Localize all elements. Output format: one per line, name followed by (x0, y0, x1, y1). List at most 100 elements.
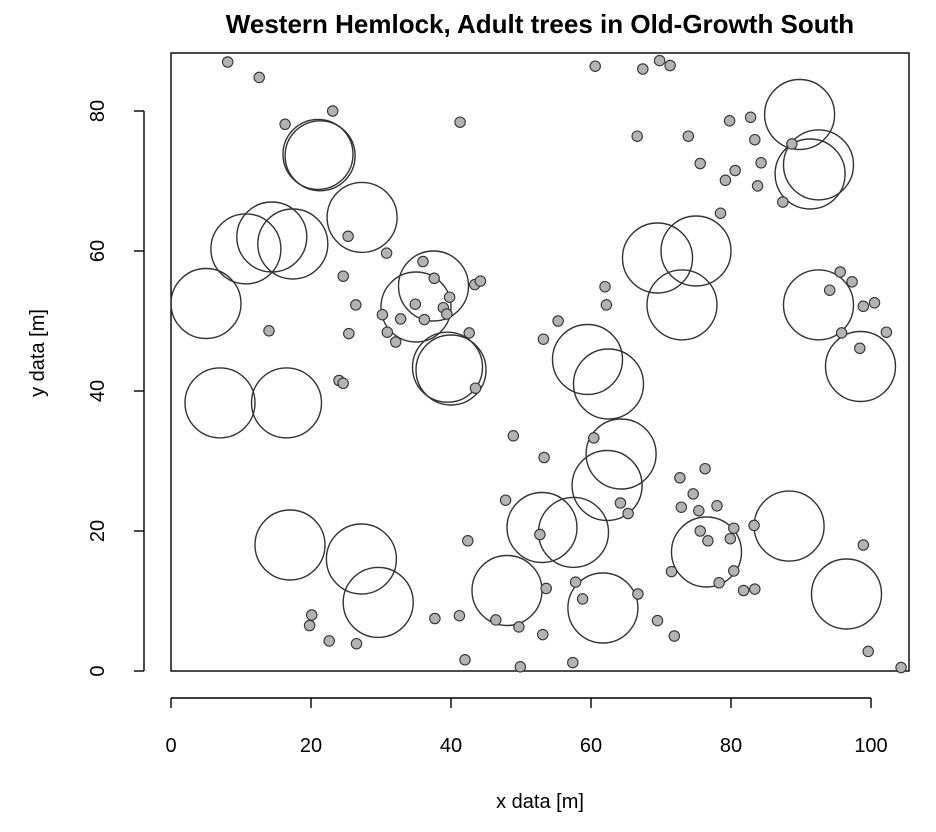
tree-point-88 (490, 614, 502, 626)
tree-point-37 (441, 308, 453, 320)
crown-circle-21 (571, 449, 643, 522)
crown-circle-2 (326, 181, 398, 254)
crown-circle-4 (257, 208, 329, 280)
x-axis-label: x data [m] (496, 791, 584, 813)
tree-point-8 (664, 59, 676, 72)
tree-point-51 (846, 276, 858, 288)
tree-point-35 (428, 272, 440, 285)
tree-point-69 (534, 528, 546, 541)
tree-point-24 (337, 270, 349, 282)
tree-point-48 (600, 299, 613, 311)
tree-point-41 (463, 327, 475, 339)
tree-point-38 (443, 291, 456, 303)
tree-point-101 (895, 661, 907, 674)
crown-circle-33 (753, 490, 825, 562)
tree-point-18 (751, 180, 764, 192)
tree-point-19 (777, 196, 789, 208)
tree-point-34 (418, 313, 431, 326)
tree-point-100 (862, 645, 874, 658)
crown-circle-7 (380, 271, 452, 343)
tree-point-45 (537, 333, 550, 345)
y-tick-label-3: 60 (87, 240, 109, 262)
y-axis: 0 20 40 60 80 (87, 100, 145, 677)
crown-circle-27 (670, 516, 743, 588)
crown-circle-3 (236, 201, 308, 273)
crown-circle-6 (170, 267, 242, 340)
tree-point-23 (380, 247, 393, 259)
tree-point-5 (589, 60, 601, 72)
tree-point-22 (342, 230, 354, 243)
small-points-layer (221, 54, 907, 674)
tree-point-63 (699, 462, 711, 475)
tree-point-0 (221, 56, 234, 68)
tree-point-50 (823, 284, 836, 296)
tree-point-44 (337, 377, 349, 390)
crown-circle-31 (782, 269, 855, 341)
tree-point-12 (744, 111, 757, 124)
tree-point-66 (614, 497, 627, 509)
tree-point-82 (569, 576, 582, 588)
crown-circle-14 (325, 523, 398, 595)
tree-point-31 (394, 313, 407, 325)
tree-point-40 (474, 275, 487, 287)
x-tick-label-0: 0 (165, 735, 176, 757)
tree-point-80 (749, 583, 761, 595)
x-tick-label-5: 100 (854, 735, 887, 757)
crown-circle-20 (572, 348, 645, 420)
tree-point-77 (728, 565, 740, 577)
tree-point-20 (786, 138, 798, 150)
y-axis-label: y data [m] (27, 309, 49, 397)
tree-point-68 (499, 494, 512, 506)
tree-point-83 (540, 582, 552, 595)
tree-point-16 (749, 133, 761, 146)
tree-point-56 (854, 342, 866, 355)
crown-circle-12 (250, 367, 323, 439)
tree-point-93 (303, 619, 316, 632)
y-tick-label-0: 0 (87, 665, 109, 676)
tree-point-26 (343, 327, 355, 340)
tree-point-90 (536, 628, 549, 641)
tree-point-94 (305, 609, 318, 621)
tree-point-86 (429, 612, 441, 625)
tree-point-87 (453, 609, 466, 622)
tree-point-15 (719, 174, 732, 187)
tree-point-21 (714, 207, 727, 219)
tree-point-9 (631, 130, 643, 142)
x-tick-label-2: 40 (440, 735, 462, 757)
tree-point-71 (694, 525, 706, 537)
tree-point-75 (748, 519, 760, 532)
crown-circle-23 (567, 572, 639, 644)
tree-point-7 (653, 54, 666, 67)
tree-point-60 (674, 472, 686, 484)
crown-circle-29 (774, 138, 846, 210)
chart-title: Western Hemlock, Adult trees in Old-Grow… (226, 9, 854, 39)
crown-circle-26 (646, 269, 718, 341)
crown-circle-1 (284, 120, 356, 192)
tree-point-85 (632, 588, 644, 600)
tree-point-89 (513, 621, 525, 633)
crown-circle-8 (397, 250, 470, 322)
tree-point-84 (576, 593, 589, 605)
x-axis: 0 20 40 60 80 100 (165, 697, 888, 757)
tree-point-2 (279, 118, 291, 131)
crown-circle-22 (585, 418, 657, 490)
tree-point-72 (702, 535, 714, 547)
tree-point-4 (454, 116, 466, 128)
plot-area-frame (170, 52, 910, 672)
tree-point-61 (687, 488, 699, 500)
tree-point-54 (880, 326, 893, 338)
y-tick-label-1: 20 (87, 520, 109, 542)
tree-point-97 (459, 654, 471, 666)
tree-point-52 (857, 300, 870, 313)
tree-point-42 (469, 382, 482, 394)
y-tick-label-4: 80 (87, 100, 109, 122)
tree-point-28 (376, 308, 389, 321)
crown-circle-17 (506, 491, 578, 564)
tree-point-62 (693, 504, 705, 517)
tree-point-49 (834, 266, 846, 278)
tree-point-10 (682, 130, 695, 142)
tree-point-14 (729, 164, 741, 177)
crown-circle-32 (824, 330, 897, 403)
tree-point-92 (668, 630, 681, 642)
